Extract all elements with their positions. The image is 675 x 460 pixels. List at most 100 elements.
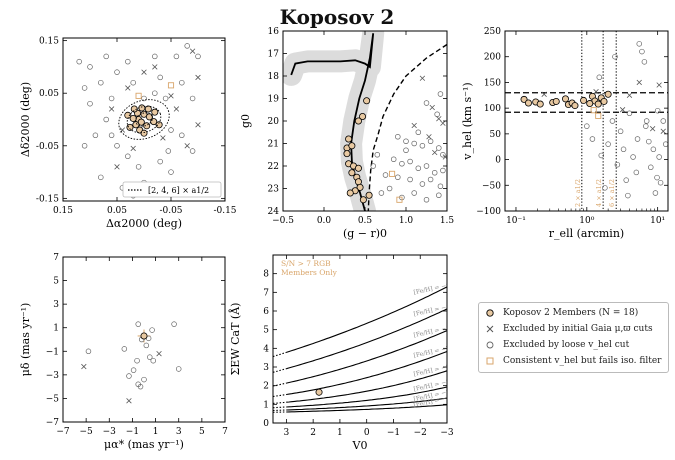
pm-xtick-label: −3 xyxy=(103,427,117,437)
pm-ytick-label: −1 xyxy=(46,347,59,357)
pm-y-axis-label: μδ (mas yr⁻¹) xyxy=(19,303,32,377)
color-magnitude-panel: −0.5 0.0 0.5 1.0 1.5 16 17 18 19 20 21 22 23 24 (g − r… xyxy=(239,27,454,240)
cmd-excluded-gaia-point xyxy=(432,149,438,156)
rv-ytick-label: 250 xyxy=(484,27,501,37)
pm-excluded-vhel-point xyxy=(171,321,177,327)
rv-excluded-vhel-point xyxy=(612,53,618,60)
cat-metallicity-curve xyxy=(286,386,447,408)
legend-entry-vhel: Excluded by loose v_hel cut xyxy=(483,338,629,352)
sky-excluded-vhel-point xyxy=(184,43,190,49)
rv-excluded-vhel-point xyxy=(634,136,641,142)
sky-excluded-gaia-point xyxy=(184,143,190,149)
pm-xtick-label: 3 xyxy=(176,427,182,437)
sky-excluded-gaia-point xyxy=(173,106,180,112)
rv-excluded-gaia-point xyxy=(593,89,599,95)
sky-excluded-vhel-point xyxy=(87,64,93,70)
legend-label-vhel: Excluded by loose v_hel cut xyxy=(503,340,630,350)
legend: Koposov 2 Members (N = 18) Excluded by i… xyxy=(478,302,669,373)
rv-member-point xyxy=(571,102,579,110)
sky-excluded-gaia-point xyxy=(108,106,115,112)
cat-metallicity-curve xyxy=(286,404,447,413)
rv-excluded-vhel-point xyxy=(626,110,633,117)
cmd-excluded-vhel-point xyxy=(403,147,409,154)
pm-excluded-vhel-point xyxy=(150,357,157,364)
sky-excluded-gaia-point xyxy=(125,85,131,91)
rv-ytick-label: 200 xyxy=(484,53,501,63)
sky-half-light-ellipse xyxy=(118,99,170,140)
cat-ytick-label: 5 xyxy=(263,326,269,336)
cmd-excluded-gaia-point xyxy=(429,104,435,111)
cmd-excluded-vhel-point xyxy=(386,185,393,192)
sky-excluded-vhel-point xyxy=(76,58,82,65)
sky-excluded-vhel-point xyxy=(81,143,88,149)
cmd-excluded-vhel-point xyxy=(440,167,446,174)
cmd-excluded-vhel-point xyxy=(427,138,434,145)
cat-plot-area: [Fe/H] = −0.5 [Fe/H] = −1.0 [Fe/H] = −1.5 [… xyxy=(273,281,456,413)
sky-xtick-label: -0.05 xyxy=(159,206,182,216)
sky-excluded-vhel-point xyxy=(125,153,131,160)
cmd-excluded-vhel-point xyxy=(423,197,430,203)
rv-excluded-vhel-point xyxy=(643,123,649,129)
cmd-excluded-vhel-point xyxy=(382,172,389,178)
cmd-excluded-vhel-point xyxy=(390,156,397,163)
pm-ytick-label: −5 xyxy=(46,394,60,404)
cmd-member-point xyxy=(348,142,356,150)
sky-excluded-vhel-point xyxy=(114,143,120,149)
cmd-excluded-vhel-point xyxy=(395,134,401,140)
cmd-ytick-label: 21 xyxy=(268,140,279,150)
pm-excluded-vhel-point xyxy=(130,367,137,373)
rv-excluded-vhel-point xyxy=(596,74,603,81)
rv-member-point xyxy=(524,99,532,107)
cat-ytick-label: 7 xyxy=(263,288,269,298)
sky-xtick-label: 0.15 xyxy=(53,206,73,216)
rv-member-point xyxy=(594,100,602,108)
sky-excluded-vhel-point xyxy=(189,148,196,154)
cat-metallicity-label: [Fe/H] = −2.5 xyxy=(413,362,456,378)
sky-xtick-label: -0.15 xyxy=(213,206,236,216)
rv-excluded-vhel-point xyxy=(630,154,636,160)
rv-excluded-vhel-point xyxy=(633,169,640,176)
rv-excluded-vhel-point xyxy=(623,177,629,183)
cat-xtick-label: 3 xyxy=(284,428,290,438)
open-circle-marker-icon xyxy=(486,341,494,349)
cmd-xtick-label: 1.5 xyxy=(440,216,455,226)
sky-excluded-vhel-point xyxy=(195,53,201,60)
cmd-excluded-vhel-point xyxy=(395,174,401,181)
sky-frame xyxy=(62,37,226,202)
pm-excluded-gaia-point xyxy=(126,398,132,404)
rv-excluded-vhel-point xyxy=(620,146,627,153)
rv-excluded-gaia-point xyxy=(649,126,656,132)
sky-excluded-gaia-point xyxy=(168,93,174,99)
sky-position-panel: [2, 4, 6] × a1/2 0.15 0.05 -0.05 -0.15 -0.15 -… xyxy=(19,37,237,230)
cat-xtick-label: 2 xyxy=(310,428,316,438)
cmd-excluded-vhel-point xyxy=(374,152,381,158)
rv-excluded-gaia-point xyxy=(541,91,547,97)
cat-metallicity-label: [Fe/H] = −2.0 xyxy=(413,344,456,360)
cmd-ytick-label: 23 xyxy=(268,185,280,195)
pm-excluded-vhel-point xyxy=(135,321,141,327)
rv-excluded-gaia-point xyxy=(626,92,633,98)
rv-excluded-vhel-point xyxy=(614,161,621,168)
cat-equivalent-width-panel: [Fe/H] = −0.5 [Fe/H] = −1.0 [Fe/H] = −1.5 [… xyxy=(228,254,456,452)
rv-xtick-label: 10⁰ xyxy=(579,216,594,226)
pm-xtick-label: −5 xyxy=(80,427,94,437)
sky-legend-label: [2, 4, 6] × a1/2 xyxy=(148,186,209,195)
cat-metallicity-curve-extrapolated xyxy=(273,368,287,373)
cmd-excluded-vhel-point xyxy=(407,158,413,165)
cat-metallicity-curve xyxy=(286,286,447,353)
cmd-excluded-vhel-point xyxy=(419,181,426,187)
cat-xtick-label: −1 xyxy=(387,428,400,438)
sky-member-point xyxy=(151,108,159,116)
cmd-excluded-vhel-point xyxy=(399,161,405,167)
cmd-excluded-gaia-point xyxy=(411,122,417,129)
proper-motion-panel: −7 −5 −3 −1 1 3 5 7 −7 −5 −3 −1 1 3 5 7 μα* (mas yr⁻¹) μδ… xyxy=(19,253,228,451)
sky-excluded-vhel-point xyxy=(125,58,131,65)
cmd-excluded-vhel-point xyxy=(411,140,417,147)
pm-excluded-vhel-point xyxy=(143,342,150,349)
sky-member-point xyxy=(155,121,163,129)
sky-excluded-vhel-point xyxy=(135,164,142,170)
rv-excluded-vhel-point xyxy=(648,164,654,171)
cmd-fails-iso-point xyxy=(396,196,403,203)
sky-member-point xyxy=(126,123,134,131)
